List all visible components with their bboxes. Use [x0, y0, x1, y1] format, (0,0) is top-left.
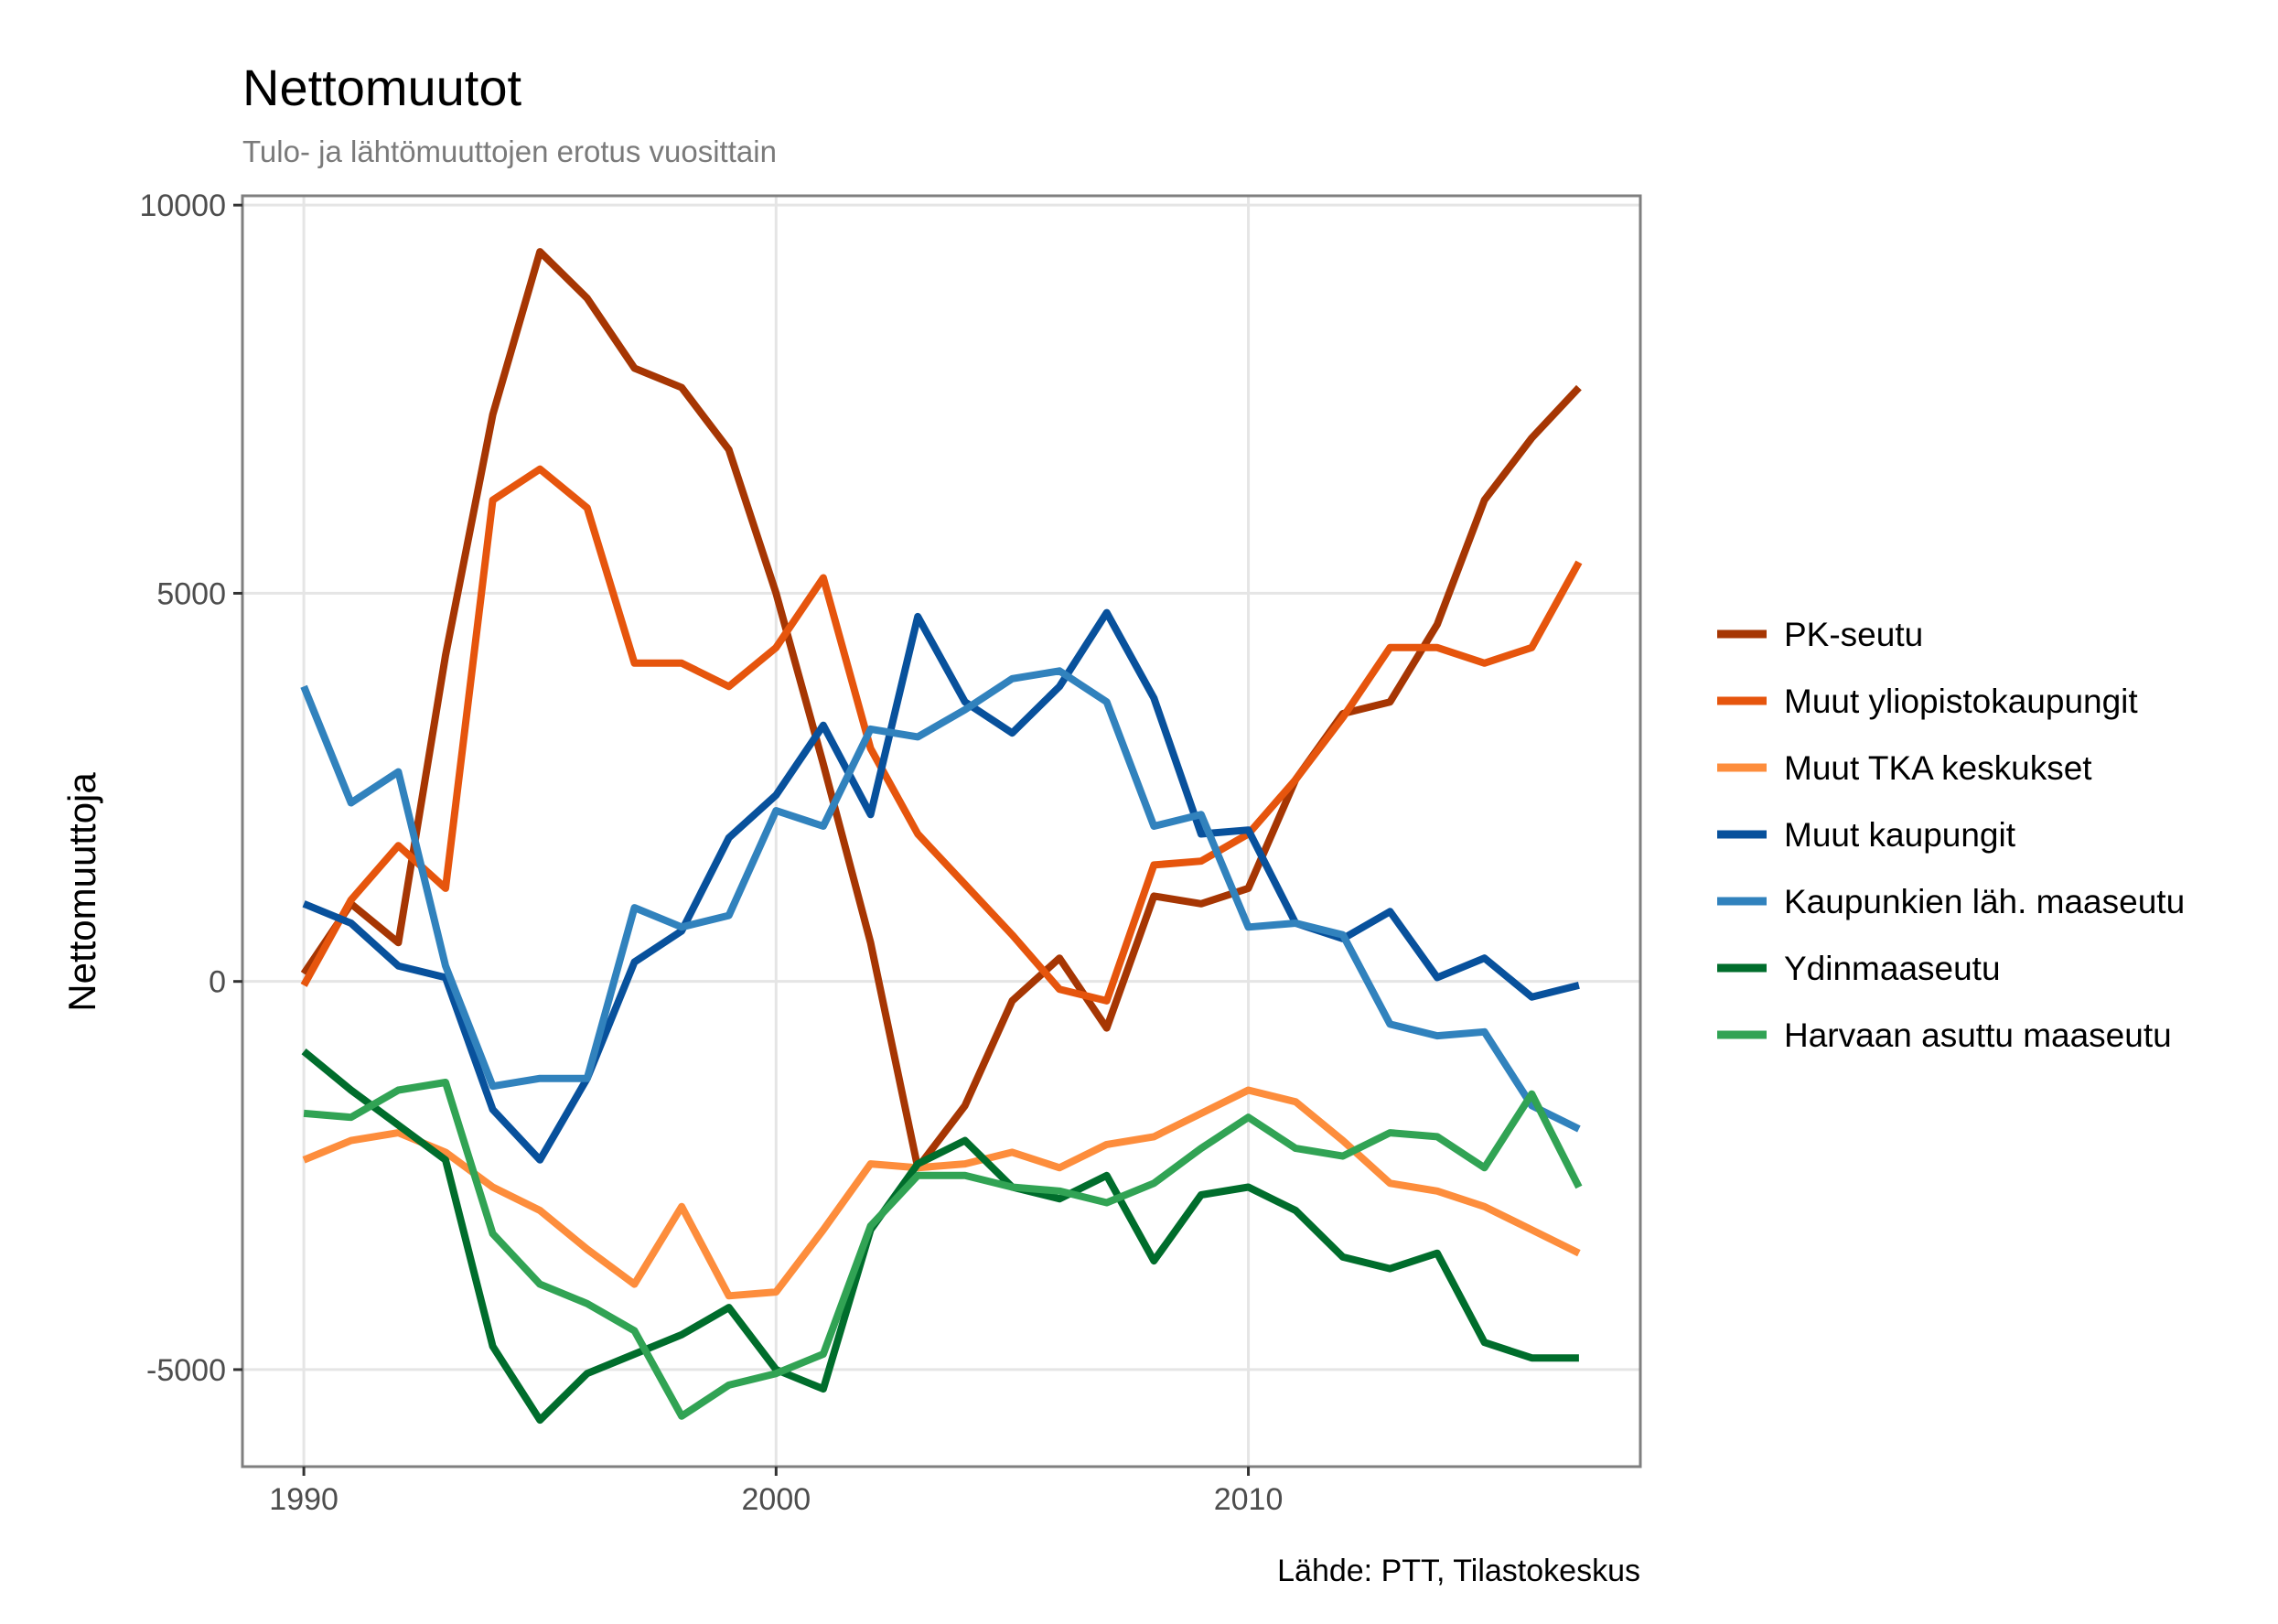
legend-label: Muut kaupungit — [1784, 816, 2016, 854]
legend-item: Muut TKA keskukset — [1717, 749, 2092, 787]
legend-label: Muut yliopistokaupungit — [1784, 683, 2138, 720]
x-tick-label: 2010 — [1214, 1482, 1284, 1517]
legend-label: PK-seutu — [1784, 616, 1923, 653]
x-tick-label: 1990 — [269, 1482, 338, 1517]
panel-border — [241, 194, 1642, 1468]
series-line-1 — [300, 248, 1582, 1172]
legend-item: Kaupunkien läh. maaseutu — [1717, 883, 2185, 920]
legend-label: Harvaan asuttu maaseutu — [1784, 1016, 2172, 1054]
y-tick-label: 10000 — [139, 188, 226, 223]
y-axis-title: Nettomuuttoja — [60, 772, 103, 1012]
series-line-2 — [300, 465, 1583, 1005]
chart-subtitle: Tulo- ja lähtömuuttojen erotus vuosittai… — [242, 134, 777, 168]
series-line-5 — [300, 667, 1581, 1133]
y-tick-label: 0 — [209, 965, 226, 1000]
series-line-6 — [301, 1049, 1579, 1425]
plot-area — [241, 194, 1642, 1468]
legend-label: Ydinmaaseutu — [1784, 950, 2001, 987]
chart-title: Nettomuutot — [242, 59, 521, 116]
x-tick-label: 2000 — [742, 1482, 811, 1517]
legend-item: Muut yliopistokaupungit — [1717, 683, 2138, 720]
y-tick-label: 5000 — [156, 576, 226, 611]
legend-item: Muut kaupungit — [1717, 816, 2016, 854]
y-tick-label: -5000 — [146, 1353, 226, 1388]
legend-item: Ydinmaaseutu — [1717, 950, 2001, 987]
legend-label: Kaupunkien läh. maaseutu — [1784, 883, 2185, 920]
series-line-7 — [303, 1079, 1583, 1420]
series-line-4 — [302, 608, 1580, 1164]
legend-item: PK-seutu — [1717, 616, 1923, 653]
legend-label: Muut TKA keskukset — [1784, 749, 2092, 787]
x-axis: 1990 2000 2010 — [269, 1467, 1283, 1517]
plot-background — [242, 196, 1640, 1467]
legend: PK-seutu Muut yliopistokaupungit Muut TKA … — [1717, 616, 2185, 1054]
source-caption: Lähde: PTT, Tilastokeskus — [1277, 1554, 1640, 1588]
legend-item: Harvaan asuttu maaseutu — [1717, 1016, 2172, 1054]
series-line-3 — [302, 1086, 1581, 1300]
y-axis: 10000 5000 0 -5000 — [139, 188, 242, 1388]
